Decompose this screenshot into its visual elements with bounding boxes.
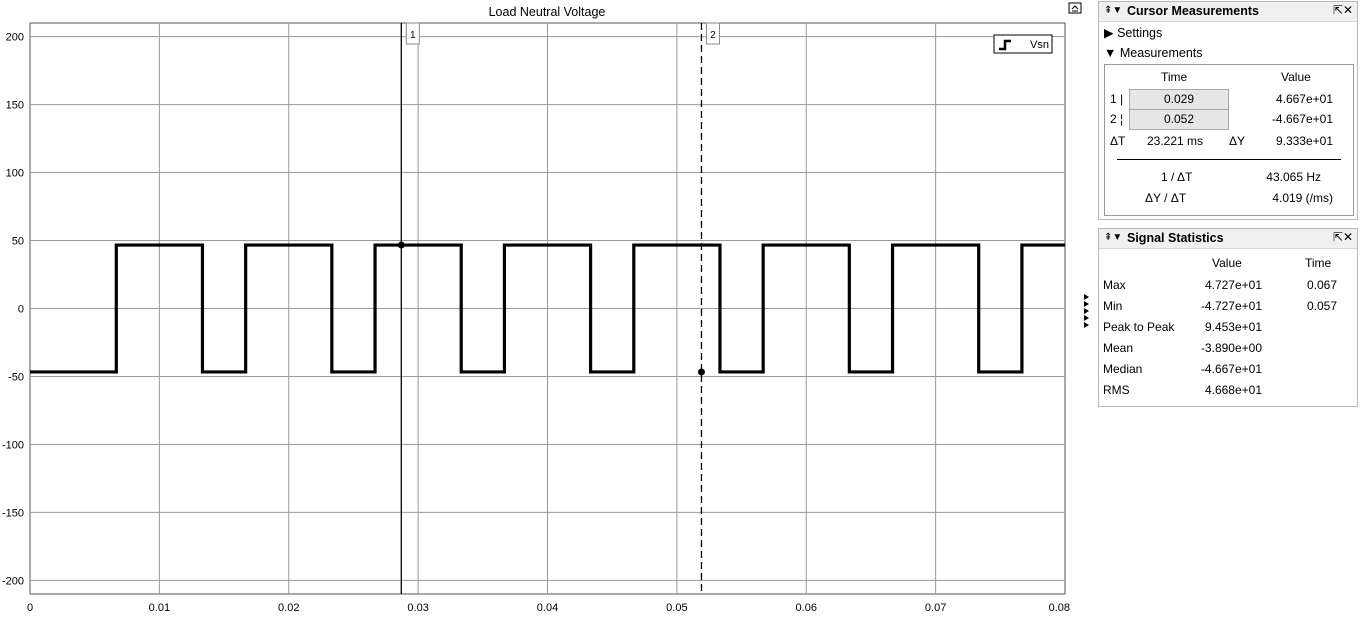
y-tick-label: 150 <box>6 100 24 112</box>
settings-label: Settings <box>1117 26 1163 40</box>
pin-icon[interactable]: ⇞▼ <box>1104 232 1123 243</box>
delta-y-value: 9.333e+01 <box>1275 134 1333 148</box>
stats-row-value: -4.727e+01 <box>1200 299 1262 313</box>
inv-delta-t-value: 43.065 Hz <box>1266 170 1321 184</box>
delta-y-label: ΔY <box>1229 134 1246 148</box>
y-tick-label: -150 <box>2 507 24 519</box>
series-line-vsn <box>30 243 1065 374</box>
x-tick-label: 0.01 <box>149 602 170 614</box>
stats-row-label: Max <box>1103 278 1126 292</box>
cursor-2-tab-label: 2 <box>710 30 716 41</box>
y-tick-label: 0 <box>18 304 24 316</box>
x-tick-label: 0.02 <box>278 602 299 614</box>
undock-close-icon[interactable]: ⇱✕ <box>1332 230 1353 244</box>
x-tick-label: 0 <box>27 602 33 614</box>
stats-row-value: 4.727e+01 <box>1204 278 1262 292</box>
cursor-panel-title: Cursor Measurements <box>1127 4 1259 18</box>
inv-delta-t-label: 1 / ΔT <box>1161 170 1193 184</box>
cursor-measurements-panel: ⇞▼ Cursor Measurements ⇱✕ ▶ Settings ▼ M… <box>1098 1 1358 220</box>
stats-row-time: 0.067 <box>1306 278 1337 292</box>
measurements-table: Time Value 1 | 0.029 4.667e+01 2 ¦ 0.052… <box>1104 64 1354 216</box>
stats-row-time: 0.057 <box>1306 299 1337 313</box>
measurements-separator <box>1117 159 1341 160</box>
x-tick-label: 0.04 <box>537 602 558 614</box>
undock-close-icon[interactable]: ⇱✕ <box>1332 3 1353 17</box>
x-tick-label: 0.05 <box>666 602 687 614</box>
stats-row-value: 9.453e+01 <box>1204 320 1262 334</box>
stats-col-time-header: Time <box>1305 256 1332 270</box>
y-tick-label: -50 <box>8 371 24 383</box>
delta-t-value: 23.221 ms <box>1147 134 1204 148</box>
dy-dt-value: 4.019 (/ms) <box>1272 191 1333 205</box>
cursor-panel-header: ⇞▼ Cursor Measurements ⇱✕ <box>1099 2 1357 22</box>
x-tick-label: 0.03 <box>407 602 428 614</box>
cursor-1-tab-label: 1 <box>410 30 416 41</box>
stats-row-label: RMS <box>1103 383 1130 397</box>
panel-collapse-arrows-icon[interactable] <box>1084 294 1089 328</box>
cursor-2-time-field[interactable]: 0.052 <box>1129 109 1229 130</box>
stats-panel-title: Signal Statistics <box>1127 231 1224 245</box>
legend-box <box>993 34 1053 54</box>
col-value-header: Value <box>1281 70 1311 84</box>
cursor-1-label: 1 | <box>1110 92 1124 106</box>
y-tick-label: 100 <box>6 168 24 180</box>
settings-toggle[interactable]: ▶ Settings <box>1104 26 1163 40</box>
y-tick-label: -200 <box>2 575 24 587</box>
y-tick-label: 50 <box>12 236 24 248</box>
expand-toolbar-icon[interactable] <box>1068 2 1082 14</box>
y-tick-label: 200 <box>6 32 24 44</box>
x-tick-label: 0.08 <box>1049 602 1070 614</box>
stats-row-label: Peak to Peak <box>1103 320 1175 334</box>
x-axis-ticks: 0 0.01 0.02 0.03 0.04 0.05 0.06 0.07 0.08 <box>27 602 1070 614</box>
stats-row-value: 4.668e+01 <box>1204 383 1262 397</box>
signal-statistics-panel: ⇞▼ Signal Statistics ⇱✕ Value Time Max 4.… <box>1098 228 1358 407</box>
cursor-2-tab[interactable] <box>705 22 720 45</box>
delta-t-label: ΔT <box>1110 134 1126 148</box>
legend-label: Vsn <box>1030 39 1049 51</box>
col-time-header: Time <box>1161 70 1188 84</box>
stats-col-value-header: Value <box>1212 256 1242 270</box>
y-axis-ticks: 200 150 100 50 0 -50 -100 -150 -200 <box>2 32 24 588</box>
cursor-1-value: 4.667e+01 <box>1275 92 1333 106</box>
cursor-1-marker <box>397 241 405 249</box>
measurements-label: Measurements <box>1119 46 1203 60</box>
measurements-toggle[interactable]: ▼ Measurements <box>1104 46 1203 60</box>
stats-row-label: Min <box>1103 299 1123 313</box>
legend-line-icon <box>999 39 1011 51</box>
stats-row-value: -4.667e+01 <box>1200 362 1262 376</box>
dy-dt-label: ΔY / ΔT <box>1145 191 1187 205</box>
stats-row-label: Median <box>1103 362 1143 376</box>
legend[interactable]: Vsn <box>993 34 1053 54</box>
cursor-1-tab[interactable] <box>405 22 420 45</box>
x-tick-label: 0.07 <box>925 602 946 614</box>
cursor-2-value: -4.667e+01 <box>1271 112 1333 126</box>
x-tick-label: 0.06 <box>796 602 817 614</box>
cursor-2-marker <box>697 368 705 376</box>
stats-row-value: -3.890e+00 <box>1200 341 1262 355</box>
y-tick-label: -100 <box>2 439 24 451</box>
pin-icon[interactable]: ⇞▼ <box>1104 5 1123 16</box>
stats-row-label: Mean <box>1103 341 1134 355</box>
cursor-1-time-field[interactable]: 0.029 <box>1129 89 1229 110</box>
stats-panel-header: ⇞▼ Signal Statistics ⇱✕ <box>1099 229 1357 249</box>
cursor-2-label: 2 ¦ <box>1110 112 1124 126</box>
chart-title: Load Neutral Voltage <box>489 5 606 19</box>
